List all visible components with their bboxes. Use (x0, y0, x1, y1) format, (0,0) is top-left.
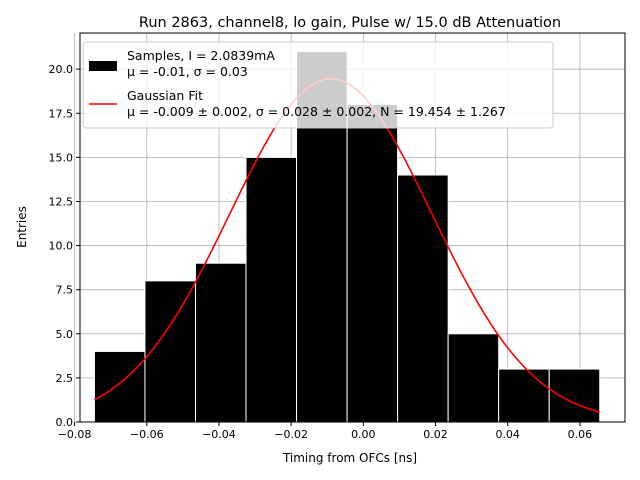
legend-samples-stats: μ = -0.01, σ = 0.03 (127, 64, 248, 79)
legend-fit-stats: μ = -0.009 ± 0.002, σ = 0.028 ± 0.002, N… (127, 104, 506, 119)
histogram-bar (194, 262, 247, 423)
y-tick-label: 7.5 (56, 284, 74, 297)
histogram-bar (144, 280, 196, 423)
axes-frame (79, 32, 626, 423)
legend-fit-label: Gaussian Fit (127, 88, 203, 103)
histogram-bar (397, 174, 449, 423)
x-tick-label: −0.08 (58, 428, 92, 441)
chart-title: Run 2863, channel8, lo gain, Pulse w/ 15… (139, 15, 561, 31)
x-tick-label: 0.00 (351, 428, 376, 441)
histogram-bar (346, 103, 399, 423)
y-axis-label: Entries (15, 206, 29, 248)
histogram-bar (245, 156, 298, 423)
tick-marks: −0.08 −0.06 −0.04 −0.02 0.00 0.02 0.04 0.06 0.0 2… (49, 63, 593, 441)
histogram-bars (93, 51, 601, 423)
histogram-bar (93, 350, 146, 423)
y-tick-label: 12.5 (49, 195, 74, 208)
y-tick-label: 20.0 (49, 63, 74, 76)
legend-frame (82, 41, 554, 129)
x-tick-label: 0.06 (568, 428, 593, 441)
histogram-bar (447, 333, 500, 423)
x-tick-label: −0.06 (130, 428, 164, 441)
y-tick-label: 2.5 (56, 372, 74, 385)
y-tick-label: 15.0 (49, 151, 74, 164)
x-axis-label: Timing from OFCs [ns] (282, 451, 417, 465)
x-tick-label: −0.02 (274, 428, 308, 441)
legend: Samples, I = 2.0839mA μ = -0.01, σ = 0.0… (82, 41, 554, 129)
y-tick-label: 10.0 (49, 240, 74, 253)
x-tick-label: −0.04 (202, 428, 236, 441)
y-tick-label: 5.0 (56, 328, 74, 341)
x-tick-label: 0.04 (495, 428, 520, 441)
x-tick-label: 0.02 (423, 428, 448, 441)
legend-samples-label: Samples, I = 2.0839mA (127, 48, 275, 63)
legend-samples-swatch (89, 61, 117, 71)
y-tick-label: 0.0 (56, 416, 74, 429)
y-tick-label: 17.5 (49, 107, 74, 120)
histogram-bar (548, 368, 601, 423)
histogram-bar (498, 368, 550, 423)
axes (79, 32, 626, 423)
